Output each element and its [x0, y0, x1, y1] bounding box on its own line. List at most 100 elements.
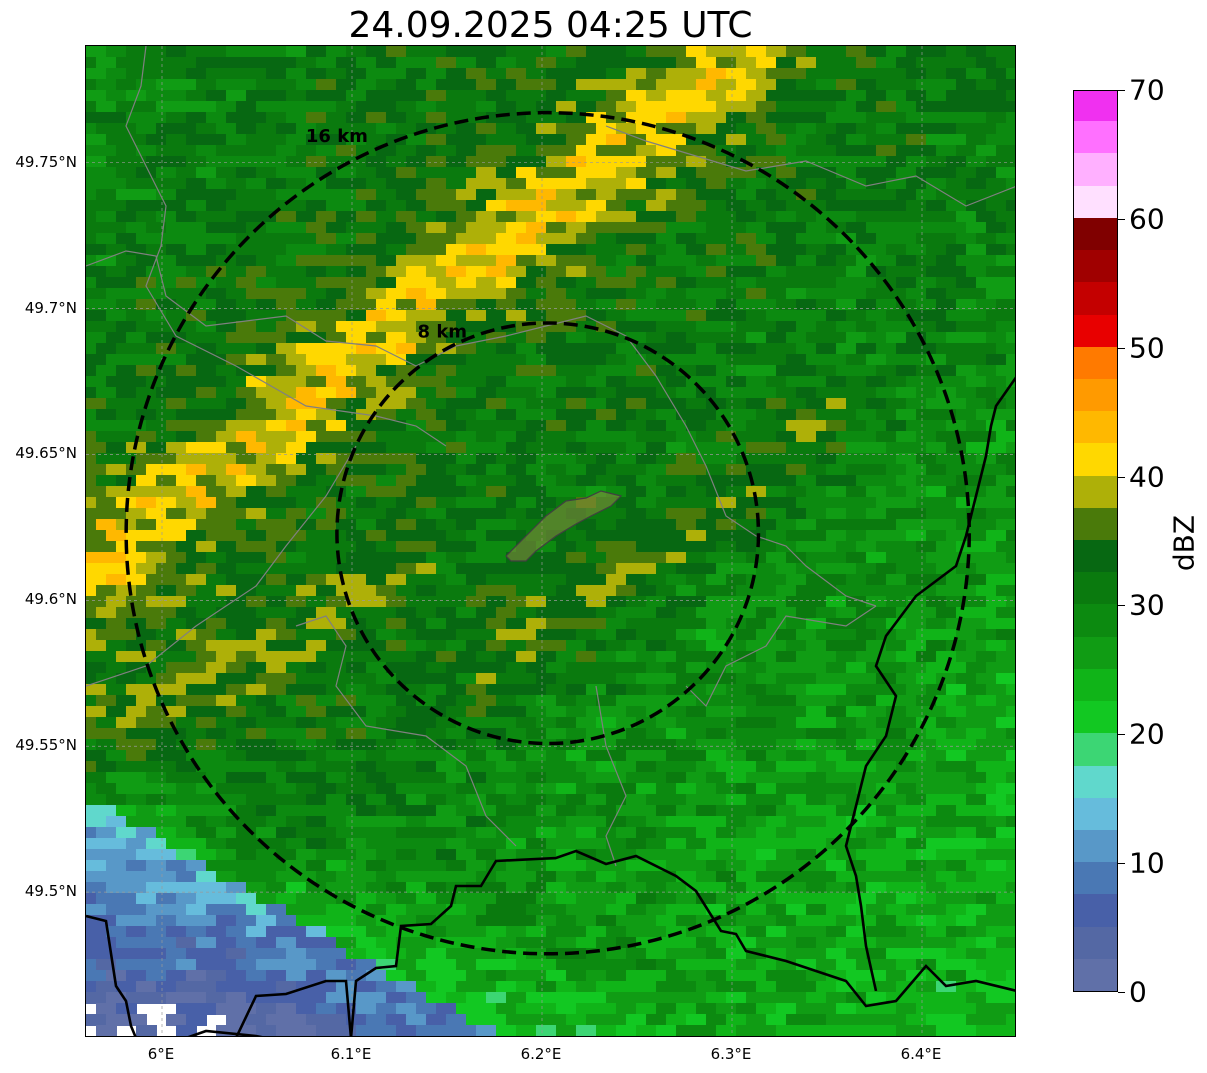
reflectivity-cell	[256, 563, 277, 575]
reflectivity-cell	[946, 134, 967, 146]
reflectivity-cell	[226, 618, 247, 630]
reflectivity-cell	[266, 750, 287, 762]
reflectivity-cell	[276, 695, 297, 707]
radar-map[interactable]: 8 km 16 km	[85, 45, 1016, 1037]
reflectivity-cell	[86, 101, 97, 113]
reflectivity-cell	[86, 57, 97, 69]
reflectivity-cell	[266, 926, 287, 938]
reflectivity-cell	[156, 167, 177, 179]
reflectivity-cell	[86, 453, 97, 465]
reflectivity-cell	[416, 343, 437, 355]
reflectivity-cell	[146, 794, 167, 806]
reflectivity-cell	[126, 200, 147, 212]
reflectivity-cell	[96, 541, 117, 553]
reflectivity-cell	[686, 596, 707, 608]
reflectivity-cell	[446, 904, 467, 916]
reflectivity-cell	[836, 739, 857, 751]
colorbar-segment	[1074, 185, 1117, 218]
y-tick-label: 49.65°N	[15, 444, 77, 463]
reflectivity-cell	[596, 827, 617, 839]
reflectivity-cell	[646, 178, 667, 190]
reflectivity-cell	[286, 288, 307, 300]
reflectivity-cell	[446, 1036, 467, 1037]
reflectivity-cell	[396, 783, 417, 795]
reflectivity-cell	[336, 189, 357, 201]
reflectivity-cell	[526, 68, 547, 80]
reflectivity-cell	[766, 728, 787, 740]
reflectivity-cell	[1006, 310, 1015, 322]
reflectivity-cell	[206, 112, 227, 124]
reflectivity-cell	[986, 288, 1007, 300]
reflectivity-cell	[146, 772, 167, 784]
reflectivity-cell	[956, 651, 977, 663]
reflectivity-cell	[206, 464, 227, 476]
reflectivity-cell	[766, 574, 787, 586]
reflectivity-cell	[886, 244, 907, 256]
reflectivity-cell	[756, 497, 777, 509]
reflectivity-cell	[706, 134, 727, 146]
reflectivity-cell	[236, 651, 257, 663]
reflectivity-cell	[716, 827, 737, 839]
reflectivity-cell	[366, 156, 387, 168]
reflectivity-cell	[656, 1025, 677, 1036]
reflectivity-cell	[576, 959, 597, 971]
reflectivity-cell	[546, 574, 567, 586]
reflectivity-cell	[836, 893, 857, 905]
reflectivity-cell	[776, 475, 797, 487]
reflectivity-cell	[616, 57, 637, 69]
reflectivity-cell	[876, 475, 897, 487]
reflectivity-cell	[996, 783, 1015, 795]
reflectivity-cell	[176, 1003, 197, 1015]
reflectivity-cell	[326, 376, 347, 388]
reflectivity-cell	[526, 1036, 547, 1037]
reflectivity-cell	[756, 673, 777, 685]
reflectivity-cell	[196, 145, 217, 157]
reflectivity-cell	[836, 255, 857, 267]
reflectivity-cell	[576, 167, 597, 179]
reflectivity-cell	[486, 816, 507, 828]
reflectivity-cell	[516, 277, 537, 289]
reflectivity-cell	[436, 1025, 457, 1036]
reflectivity-cell	[386, 992, 407, 1004]
reflectivity-cell	[866, 816, 887, 828]
reflectivity-cell	[86, 497, 97, 509]
reflectivity-cell	[386, 68, 407, 80]
reflectivity-cell	[846, 948, 867, 960]
reflectivity-cell	[146, 728, 167, 740]
reflectivity-cell	[656, 79, 677, 91]
reflectivity-cell	[246, 200, 267, 212]
reflectivity-cell	[646, 244, 667, 256]
reflectivity-cell	[726, 354, 747, 366]
reflectivity-cell	[436, 805, 457, 817]
reflectivity-cell	[536, 431, 557, 443]
reflectivity-field	[86, 46, 1015, 1037]
reflectivity-cell	[536, 871, 557, 883]
reflectivity-cell	[816, 695, 837, 707]
reflectivity-cell	[626, 838, 647, 850]
reflectivity-cell	[346, 926, 367, 938]
reflectivity-cell	[656, 497, 677, 509]
reflectivity-cell	[446, 618, 467, 630]
reflectivity-cell	[726, 68, 747, 80]
reflectivity-cell	[446, 552, 467, 564]
reflectivity-cell	[316, 915, 337, 927]
reflectivity-cell	[726, 376, 747, 388]
reflectivity-cell	[476, 1025, 497, 1036]
reflectivity-cell	[526, 728, 547, 740]
reflectivity-cell	[176, 145, 197, 157]
reflectivity-cell	[636, 233, 657, 245]
reflectivity-cell	[956, 827, 977, 839]
reflectivity-cell	[126, 530, 147, 542]
reflectivity-cell	[336, 695, 357, 707]
reflectivity-cell	[656, 101, 677, 113]
reflectivity-cell	[766, 486, 787, 498]
reflectivity-cell	[266, 376, 287, 388]
reflectivity-cell	[386, 200, 407, 212]
reflectivity-cell	[976, 123, 997, 135]
reflectivity-cell	[666, 310, 687, 322]
reflectivity-cell	[376, 321, 397, 333]
reflectivity-cell	[356, 651, 377, 663]
reflectivity-cell	[996, 431, 1015, 443]
reflectivity-cell	[396, 541, 417, 553]
reflectivity-cell	[586, 310, 607, 322]
